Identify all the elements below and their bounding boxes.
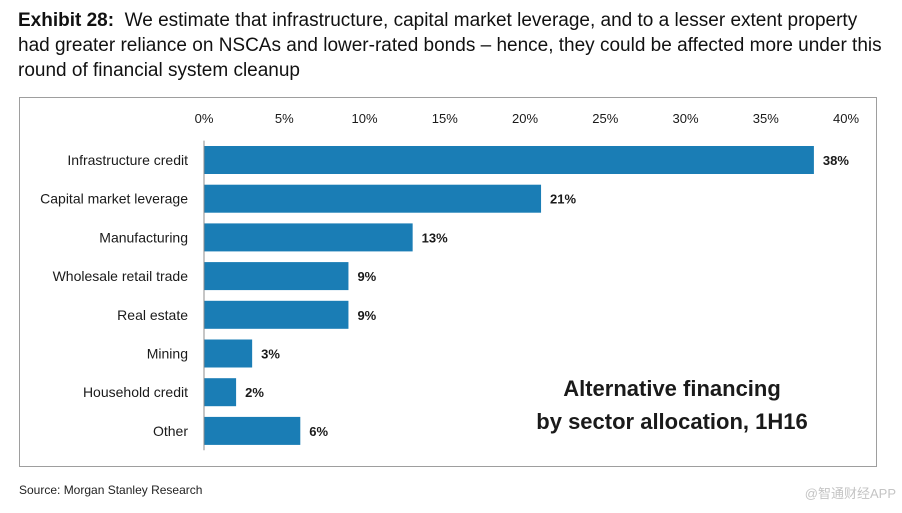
bar-manufacturing [204, 223, 413, 252]
value-label-infrastructure-credit: 38% [823, 153, 849, 168]
category-label-wholesale-retail-trade: Wholesale retail trade [53, 268, 189, 284]
x-tick-label: 25% [592, 111, 618, 126]
exhibit-description: We estimate that infrastructure, capital… [18, 10, 882, 81]
bar-chart: 0% 5% 10% 15% 20% 25% 30% 35% 40% Infrastructure… [40, 111, 860, 451]
category-label-household-credit: Household credit [83, 384, 188, 400]
exhibit-label: Exhibit 28: [18, 10, 115, 31]
x-tick-label: 35% [753, 111, 779, 126]
bar-infrastructure-credit [204, 146, 814, 174]
category-label-mining: Mining [147, 346, 188, 362]
value-label-wholesale-retail-trade: 9% [357, 269, 376, 284]
category-label-real-estate: Real estate [117, 307, 188, 323]
x-tick-label: 15% [432, 111, 458, 126]
bar-real-estate [204, 300, 349, 329]
chart-frame: 0% 5% 10% 15% 20% 25% 30% 35% 40% Infrastructure… [19, 97, 877, 467]
value-label-mining: 3% [261, 347, 280, 362]
value-label-real-estate: 9% [357, 308, 376, 323]
category-label-infrastructure-credit: Infrastructure credit [67, 152, 188, 168]
bars [204, 146, 814, 445]
chart-annotation-line2: by sector allocation, 1H16 [536, 409, 807, 434]
chart-annotation-line1: Alternative financing [563, 376, 781, 401]
category-label-capital-market-leverage: Capital market leverage [40, 191, 188, 207]
value-label-manufacturing: 13% [422, 230, 448, 245]
category-label-other: Other [153, 423, 188, 439]
bar-wholesale-retail-trade [204, 262, 349, 291]
x-tick-label: 10% [351, 111, 377, 126]
value-labels: 38% 21% 13% 9% 9% 3% 2% 6% [245, 153, 849, 439]
exhibit-title: Exhibit 28: We estimate that infrastruct… [18, 8, 884, 83]
category-label-manufacturing: Manufacturing [99, 229, 188, 245]
x-tick-label: 30% [672, 111, 698, 126]
x-tick-label: 40% [833, 111, 859, 126]
bar-other [204, 416, 301, 445]
x-tick-label: 5% [275, 111, 294, 126]
x-tick-label: 0% [195, 111, 214, 126]
source-note: Source: Morgan Stanley Research [19, 483, 203, 497]
value-label-other: 6% [309, 424, 328, 439]
bar-capital-market-leverage [204, 184, 542, 213]
value-label-capital-market-leverage: 21% [550, 192, 576, 207]
x-axis-ticks: 0% 5% 10% 15% 20% 25% 30% 35% 40% [195, 111, 860, 126]
x-tick-label: 20% [512, 111, 538, 126]
bar-household-credit [204, 378, 237, 407]
bar-mining [204, 339, 253, 368]
category-labels: Infrastructure credit Capital market leve… [40, 152, 188, 439]
watermark: @智通财经APP [804, 486, 896, 501]
value-label-household-credit: 2% [245, 385, 264, 400]
